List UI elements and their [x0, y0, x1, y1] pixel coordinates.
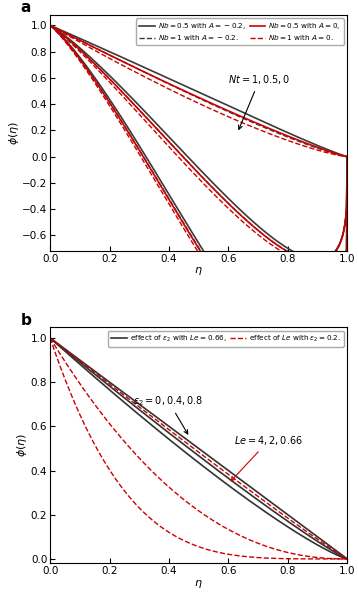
X-axis label: $\eta$: $\eta$	[194, 578, 203, 589]
Legend: $Nb=0.5$ with $A=-0.2$,, $Nb=1$ with $A=-0.2$., $Nb=0.5$ with $A=0$,, $Nb=1$ wit: $Nb=0.5$ with $A=-0.2$,, $Nb=1$ with $A=…	[136, 18, 344, 45]
Text: $\varepsilon_2=0, 0.4, 0.8$: $\varepsilon_2=0, 0.4, 0.8$	[133, 394, 203, 434]
Legend: effect of $\varepsilon_2$ with $Le=0.66$,, effect of $Le$ with $\varepsilon_2=0.: effect of $\varepsilon_2$ with $Le=0.66$…	[108, 330, 344, 346]
Text: $Le=4, 2, 0.66$: $Le=4, 2, 0.66$	[231, 434, 303, 481]
Text: b: b	[20, 313, 31, 327]
Text: $Nt=1, 0.5, 0$: $Nt=1, 0.5, 0$	[228, 73, 291, 129]
Y-axis label: $\phi(\eta)$: $\phi(\eta)$	[7, 121, 21, 145]
Text: a: a	[20, 1, 31, 15]
Y-axis label: $\phi(\eta)$: $\phi(\eta)$	[15, 433, 29, 457]
X-axis label: $\eta$: $\eta$	[194, 266, 203, 278]
